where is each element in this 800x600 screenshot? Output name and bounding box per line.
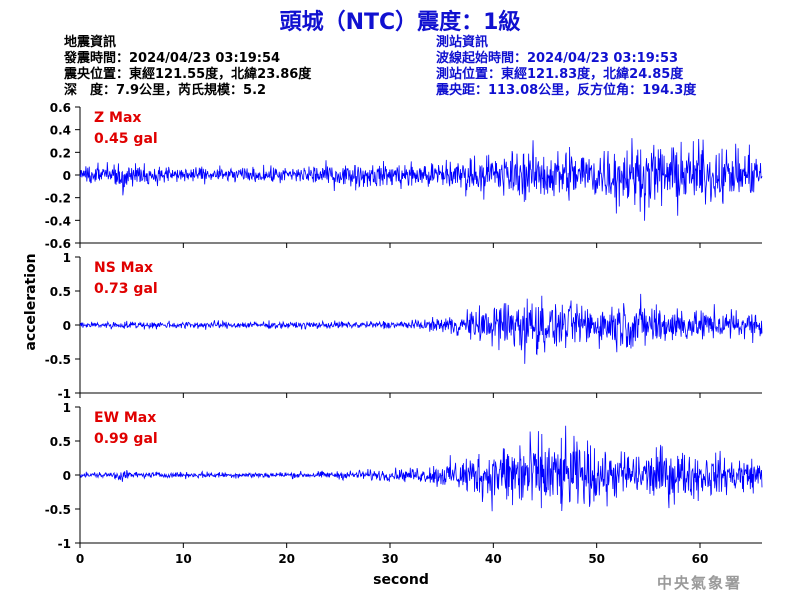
ew-waveform-series (79, 425, 763, 512)
z-max-value: 0.45 gal (94, 131, 158, 147)
wave-start-time: 波線起始時間：2024/04/23 03:19:53 (436, 51, 679, 66)
ns-waveform-series (79, 293, 763, 364)
quake-info-heading: 地震資訊 (64, 35, 117, 50)
ns-max-value: 0.73 gal (94, 281, 158, 297)
epicenter: 震央位置：東經121.55度，北緯23.86度 (64, 67, 312, 82)
x-tick-label: 40 (485, 552, 502, 566)
station-info: 測站資訊 波線起始時間：2024/04/23 03:19:53 測站位置：東經1… (436, 35, 696, 99)
x-tick-label: 30 (382, 552, 399, 566)
chart-title: 頭城（NTC）震度：1級 (279, 10, 521, 35)
ns-max-name: NS Max (94, 260, 153, 276)
ns-y-tick-label: 1 (63, 251, 71, 265)
z-y-tick-label: 0.6 (50, 101, 71, 115)
quake-info: 地震資訊 發震時間：2024/04/23 03:19:54 震央位置：東經121… (64, 35, 311, 99)
x-tick-label: 0 (76, 552, 84, 566)
station-info-heading: 測站資訊 (436, 35, 489, 50)
ew-y-tick-label: -0.5 (45, 503, 71, 517)
x-tick-label: 60 (692, 552, 709, 566)
ew-y-tick-label: 0 (63, 469, 71, 483)
ns-y-tick-label: -0.5 (45, 353, 71, 367)
z-waveform-series (79, 138, 763, 221)
z-y-tick-label: 0 (63, 169, 71, 183)
ns-y-tick-label: -1 (58, 387, 71, 401)
depth-magnitude: 深 度：7.9公里，芮氏規模：5.2 (64, 83, 267, 98)
ew-y-tick-label: -1 (58, 537, 71, 551)
ew-y-tick-label: 0.5 (50, 435, 71, 449)
z-y-tick-label: -0.4 (45, 214, 71, 228)
x-tick-label: 50 (588, 552, 605, 566)
x-axis-label: second (373, 572, 429, 588)
ns-y-tick-label: 0.5 (50, 285, 71, 299)
ew-max-value: 0.99 gal (94, 431, 158, 447)
z-y-tick-label: 0.4 (50, 124, 71, 138)
x-tick-label: 20 (278, 552, 295, 566)
origin-time: 發震時間：2024/04/23 03:19:54 (64, 51, 281, 66)
z-y-tick-label: -0.2 (45, 192, 71, 206)
ew-max-name: EW Max (94, 410, 156, 426)
ns-y-tick-label: 0 (63, 319, 71, 333)
z-y-tick-label: -0.6 (45, 237, 71, 251)
x-tick-label: 10 (175, 552, 192, 566)
y-axis-label: acceleration (23, 253, 39, 351)
ew-y-tick-label: 1 (63, 401, 71, 415)
agency-label: 中央氣象署 (657, 574, 743, 592)
station-location: 測站位置：東經121.83度，北緯24.85度 (436, 67, 684, 82)
distance-azimuth: 震央距：113.08公里，反方位角：194.3度 (436, 83, 697, 98)
z-max-name: Z Max (94, 110, 141, 126)
z-y-tick-label: 0.2 (50, 146, 71, 160)
